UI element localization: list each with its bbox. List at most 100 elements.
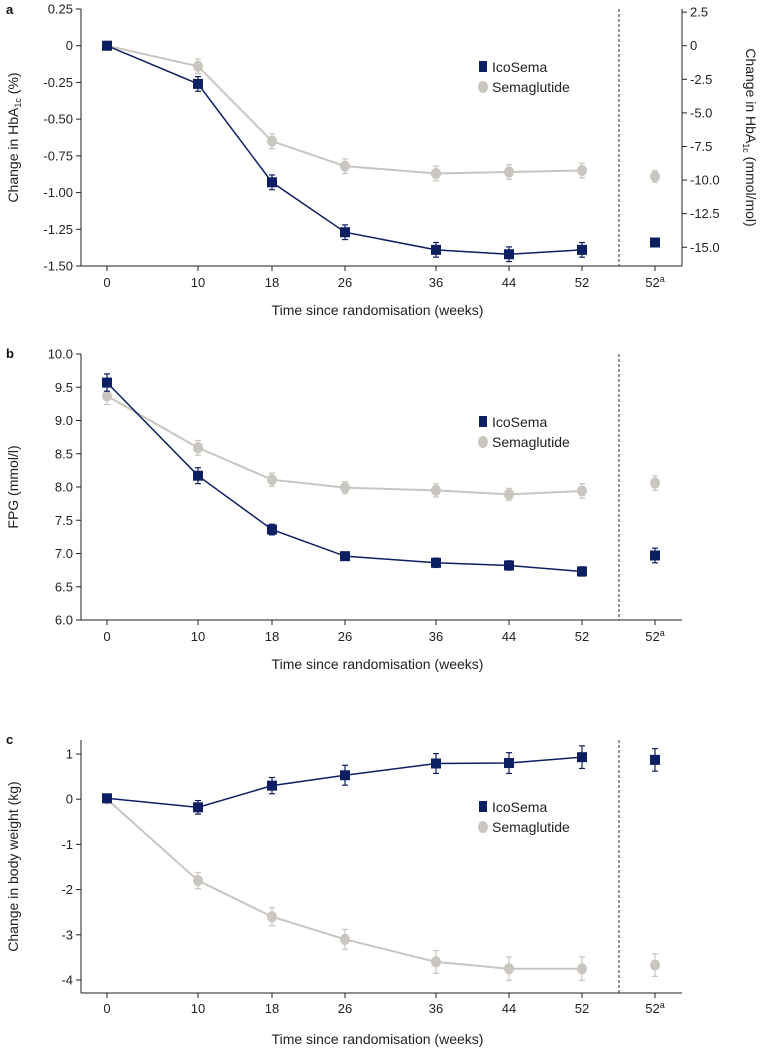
x-axis-title: Time since randomisation (weeks) [272, 302, 484, 318]
y-right-tick-label: -5.0 [690, 105, 712, 120]
x-tick-label: 36 [429, 1001, 443, 1016]
data-point-circle [650, 477, 660, 489]
y-tick-label: 8.0 [55, 480, 73, 495]
legend-circle-icon [478, 821, 488, 833]
y-tick-label: 9.0 [55, 413, 73, 428]
legend-label: IcoSema [492, 414, 547, 430]
data-point-square [504, 758, 514, 769]
x-tick-superscript: a [660, 1000, 665, 1010]
y-tick-label: 7.0 [55, 546, 73, 561]
data-point-square [340, 770, 350, 781]
data-point-square [650, 237, 660, 248]
data-point-square [267, 524, 277, 535]
data-point-square [650, 754, 660, 765]
data-point-square [577, 244, 587, 255]
data-point-square [504, 560, 514, 571]
y-axis-title-text: (%) [5, 72, 21, 98]
legend: IcoSema Semaglutide [478, 799, 570, 835]
x-tick-superscript: a [660, 274, 665, 284]
legend-square-icon [479, 61, 487, 72]
data-point-circle [504, 963, 514, 975]
data-point-square [340, 551, 350, 562]
legend: IcoSema Semaglutide [478, 414, 570, 450]
x-tick-label: 0 [103, 1001, 110, 1016]
data-point-circle [193, 60, 203, 72]
data-point-circle [267, 474, 277, 486]
legend-square-icon [479, 416, 487, 427]
x-tick-superscript: a [660, 628, 665, 638]
series-icosema [102, 373, 660, 577]
panel-label: a [6, 2, 14, 17]
data-point-square [650, 550, 660, 561]
data-point-square [102, 40, 112, 51]
y-tick-label: -1.50 [43, 259, 73, 274]
y-tick-label: 7.5 [55, 513, 73, 528]
x-tick-label: 52a [645, 1000, 664, 1016]
x-tick-label: 0 [103, 275, 110, 290]
panel-b: b 10.0 9.5 9.0 8.5 8.0 7.5 7.0 6.5 6.0 0 10 18 26 36 44… [5, 346, 682, 672]
x-tick-label: 44 [502, 1001, 516, 1016]
data-point-circle [193, 875, 203, 887]
y-axis-title-text: Change in body weight (kg) [5, 781, 21, 951]
x-tick-label: 10 [191, 629, 205, 644]
data-point-square [504, 249, 514, 260]
data-point-circle [340, 482, 350, 494]
legend-label: Semaglutide [492, 819, 570, 835]
y-tick-label: -1.25 [43, 222, 73, 237]
data-point-circle [102, 390, 112, 402]
y-axis-title-text: Change in HbA [743, 48, 759, 144]
y-tick-label: -0.50 [43, 112, 73, 127]
x-tick-label: 36 [429, 275, 443, 290]
legend-circle-icon [478, 81, 488, 93]
y-axis-title-text: (mmol/mol) [743, 153, 759, 227]
x-tick-label: 52 [575, 275, 589, 290]
y-tick-label: 8.5 [55, 446, 73, 461]
legend-label: Semaglutide [492, 79, 570, 95]
x-tick-label: 10 [191, 275, 205, 290]
legend-label: IcoSema [492, 799, 547, 815]
series-line [106, 382, 583, 573]
x-tick-label: 18 [265, 275, 279, 290]
data-point-square [577, 752, 587, 763]
data-point-square [431, 557, 441, 568]
x-tick-label: 26 [338, 275, 352, 290]
x-tick-label: 18 [265, 629, 279, 644]
data-point-square [193, 802, 203, 813]
y-tick-label: 1 [66, 747, 73, 762]
data-point-circle [431, 167, 441, 179]
y-tick-label: 6.5 [55, 579, 73, 594]
y-axis-title-subscript: 1c [13, 98, 23, 108]
x-tick-label: 44 [502, 629, 516, 644]
data-point-square [340, 227, 350, 238]
y-axis-title-subscript: 1c [741, 143, 751, 153]
y-tick-label: 0.25 [48, 2, 73, 17]
series-semaglutide [102, 793, 660, 982]
y-tick-label: 0 [66, 38, 73, 53]
data-point-circle [193, 442, 203, 454]
data-point-square [267, 177, 277, 188]
y-tick-label: -0.25 [43, 75, 73, 90]
y-tick-label: -1.00 [43, 185, 73, 200]
x-tick-label: 52 [575, 629, 589, 644]
y-right-tick-label: -7.5 [690, 139, 712, 154]
series-icosema [102, 40, 660, 263]
y-tick-label: -1 [61, 837, 73, 852]
legend-label: IcoSema [492, 59, 547, 75]
series-semaglutide [102, 386, 660, 501]
y-right-tick-label: -15.0 [690, 240, 720, 255]
data-point-circle [340, 160, 350, 172]
y-right-tick-label: -10.0 [690, 173, 720, 188]
data-point-circle [577, 165, 587, 177]
data-point-circle [267, 135, 277, 147]
y-axis-title: Change in HbA1c (%) [5, 72, 23, 202]
series-icosema [102, 745, 660, 815]
x-axis-title: Time since randomisation (weeks) [272, 656, 484, 672]
y-axis-title-text: FPG (mmol/l) [5, 445, 21, 528]
series-line [106, 45, 583, 256]
y-tick-label: -3 [61, 927, 73, 942]
data-point-circle [650, 959, 660, 971]
panel-label: c [6, 732, 13, 747]
x-tick-label: 26 [338, 1001, 352, 1016]
legend-circle-icon [478, 436, 488, 448]
